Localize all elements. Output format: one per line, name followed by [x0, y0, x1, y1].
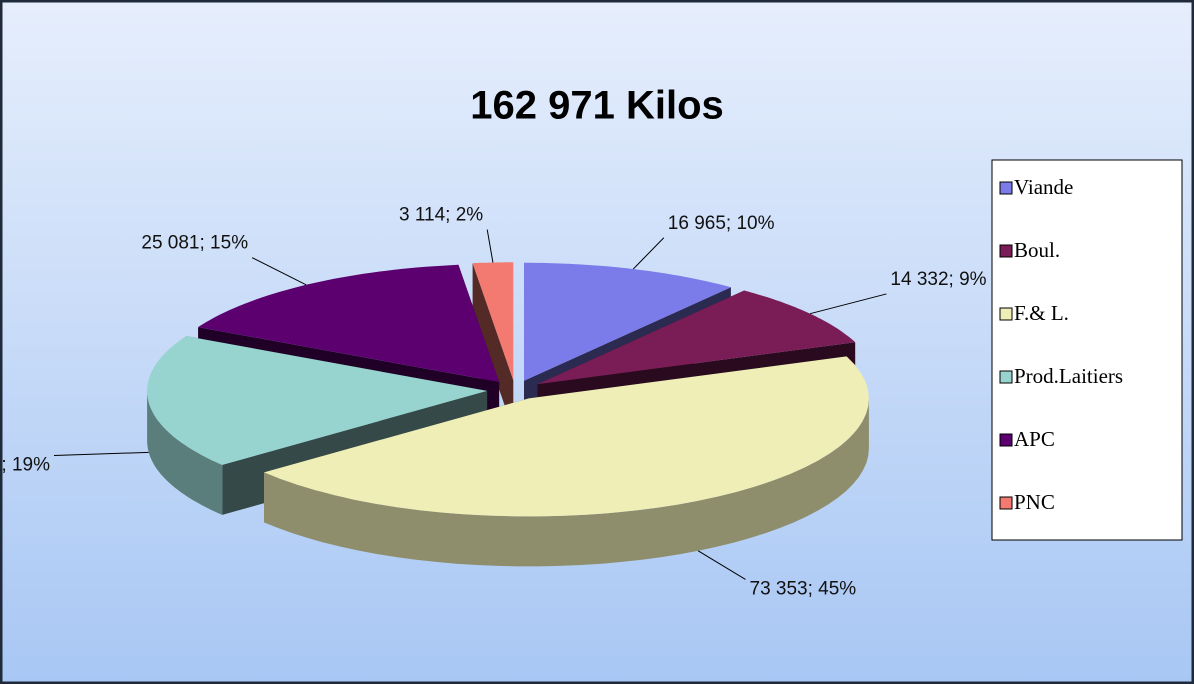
- legend-swatch: [999, 370, 1013, 384]
- legend-label: Boul.: [1014, 238, 1060, 262]
- leader-line: [697, 550, 746, 580]
- leader-line: [251, 257, 307, 286]
- leader-line: [53, 451, 149, 457]
- legend-label: APC: [1014, 427, 1055, 451]
- legend-swatch: [999, 496, 1013, 510]
- data-label: 16 965; 10%: [668, 213, 775, 234]
- legend-label: Prod.Laitiers: [1014, 364, 1123, 388]
- slice: [472, 262, 514, 431]
- slice-top: [524, 262, 731, 381]
- slice-top: [198, 264, 500, 382]
- legend-swatch: [999, 307, 1013, 321]
- chart-title: 162 971 Kilos: [470, 84, 724, 128]
- slice-top: [537, 290, 856, 385]
- data-label: 73 353; 45%: [750, 578, 857, 599]
- legend-box: [991, 159, 1183, 541]
- slice-top: [472, 262, 514, 381]
- legend-swatch: [999, 244, 1013, 258]
- slice-side: [472, 263, 514, 431]
- legend-swatch: [999, 433, 1013, 447]
- slice: [264, 356, 869, 567]
- data-label: 30 122; 19%: [0, 455, 50, 476]
- slice-wall: [264, 398, 869, 567]
- legend-label: PNC: [1014, 490, 1055, 514]
- leader-line: [809, 293, 887, 315]
- slice-top: [147, 336, 488, 465]
- data-label: 3 114; 2%: [399, 205, 483, 226]
- leader-line: [632, 237, 665, 270]
- leader-line: [486, 229, 494, 263]
- legend-label: Viande: [1014, 175, 1073, 199]
- legend-swatch: [999, 181, 1013, 195]
- slice-wall: [147, 390, 223, 515]
- slice-top: [264, 356, 869, 517]
- data-label: 25 081; 15%: [141, 233, 248, 254]
- legend-label: F.& L.: [1014, 301, 1069, 325]
- data-label: 14 332; 9%: [890, 269, 986, 290]
